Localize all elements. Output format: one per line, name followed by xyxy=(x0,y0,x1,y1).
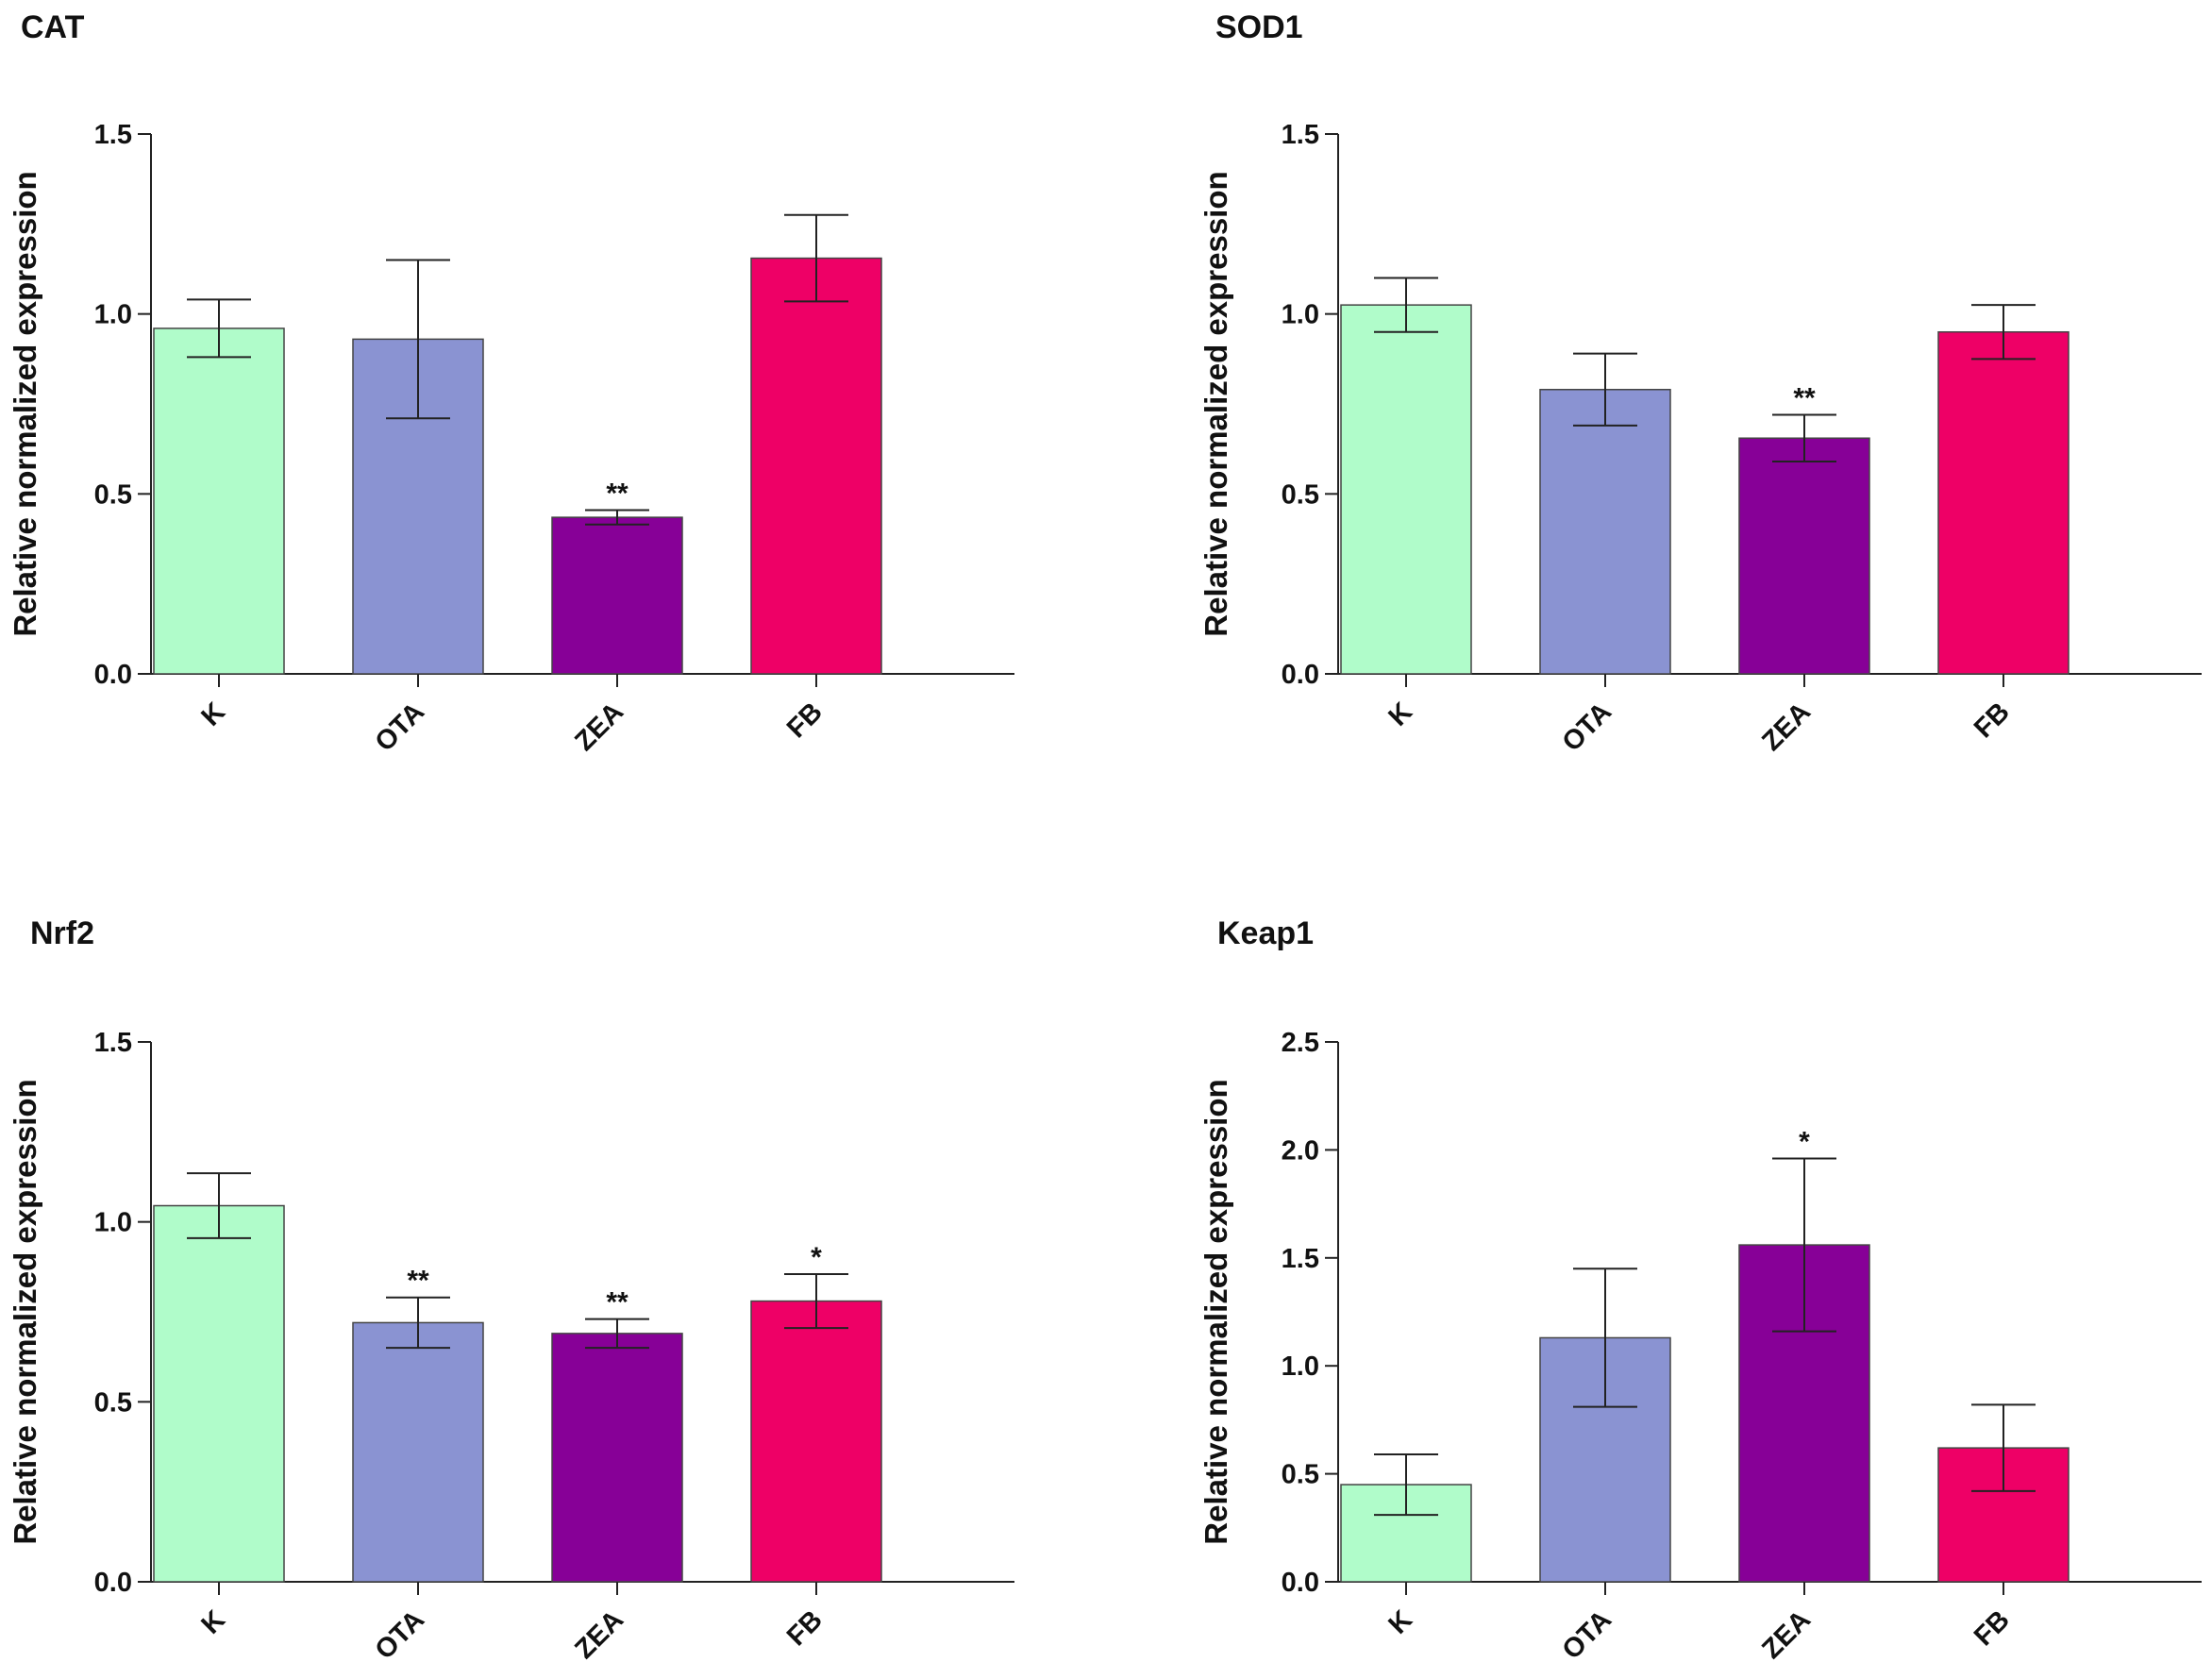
y-tick-label: 1.0 xyxy=(1282,1352,1319,1382)
bar-k xyxy=(153,327,285,675)
y-tick-label: 0.5 xyxy=(94,1387,132,1418)
x-tick-label: FB xyxy=(1969,1604,2016,1652)
bar-k xyxy=(153,1204,285,1583)
panel-keap1: Keap1 Relative normalized expression * 0… xyxy=(1198,915,2202,1666)
y-tick-label: 0.0 xyxy=(1282,1568,1319,1598)
x-tick-label: K xyxy=(196,1604,231,1639)
y-tick-label: 2.0 xyxy=(1282,1135,1319,1166)
significance-label: ** xyxy=(407,1266,429,1297)
x-tick-label: K xyxy=(1383,1604,1418,1639)
y-tick-label: 1.0 xyxy=(94,300,132,330)
y-tick-label: 0.5 xyxy=(94,479,132,510)
bar-zea xyxy=(551,516,683,675)
bar-fb xyxy=(750,257,882,675)
significance-label: ** xyxy=(606,1287,628,1318)
y-tick-label: 2.5 xyxy=(1282,1028,1319,1058)
y-tick-label: 0.0 xyxy=(1282,660,1319,690)
y-tick-label: 0.5 xyxy=(1282,479,1319,510)
x-tick-label: K xyxy=(196,697,231,731)
y-tick-label: 1.0 xyxy=(94,1208,132,1238)
y-axis-label: Relative normalized expression xyxy=(1198,171,1233,636)
x-tick-label: ZEA xyxy=(1756,697,1817,757)
y-tick-label: 1.5 xyxy=(1282,120,1319,150)
y-tick-label: 0.0 xyxy=(94,1568,132,1598)
y-tick-label: 1.0 xyxy=(1282,300,1319,330)
significance-label: ** xyxy=(606,478,628,509)
y-tick-label: 1.5 xyxy=(94,120,132,150)
significance-label: * xyxy=(811,1242,822,1273)
panel-cat: CAT Relative normalized expression ** 0.… xyxy=(8,9,1014,758)
panel-sod1: SOD1 Relative normalized expression ** 0… xyxy=(1198,9,2202,758)
significance-label: * xyxy=(1799,1127,1810,1158)
y-tick-label: 0.0 xyxy=(94,660,132,690)
x-tick-label: FB xyxy=(781,1604,829,1652)
bar-k xyxy=(1340,304,1472,675)
bar-fb xyxy=(750,1300,882,1583)
panel-nrf2: Nrf2 Relative normalized expression ** *… xyxy=(8,915,1014,1666)
x-tick-label: OTA xyxy=(1557,1604,1617,1665)
y-tick-label: 1.5 xyxy=(1282,1244,1319,1274)
bar-ota xyxy=(1539,388,1671,675)
chart-title: SOD1 xyxy=(1215,9,1303,45)
x-tick-label: OTA xyxy=(370,1604,430,1665)
y-tick-label: 1.5 xyxy=(94,1028,132,1058)
x-tick-label: OTA xyxy=(370,697,430,757)
bar-fb xyxy=(1937,330,2070,675)
chart-title: CAT xyxy=(21,9,85,45)
y-axis-label: Relative normalized expression xyxy=(8,1079,42,1544)
bar-ota xyxy=(352,1321,484,1583)
chart-title: Nrf2 xyxy=(30,915,94,951)
y-axis-label: Relative normalized expression xyxy=(8,171,42,636)
bar-zea xyxy=(1738,437,1870,675)
x-tick-label: ZEA xyxy=(569,697,629,757)
bar-zea xyxy=(551,1333,683,1583)
x-tick-label: ZEA xyxy=(1756,1604,1817,1665)
chart-title: Keap1 xyxy=(1217,915,1314,951)
x-tick-label: ZEA xyxy=(569,1604,629,1665)
y-tick-label: 0.5 xyxy=(1282,1460,1319,1490)
significance-label: ** xyxy=(1793,382,1816,413)
x-tick-label: FB xyxy=(781,697,829,744)
x-tick-label: OTA xyxy=(1557,697,1617,757)
y-axis-label: Relative normalized expression xyxy=(1198,1079,1233,1544)
x-tick-label: FB xyxy=(1969,697,2016,744)
x-tick-label: K xyxy=(1383,697,1418,731)
